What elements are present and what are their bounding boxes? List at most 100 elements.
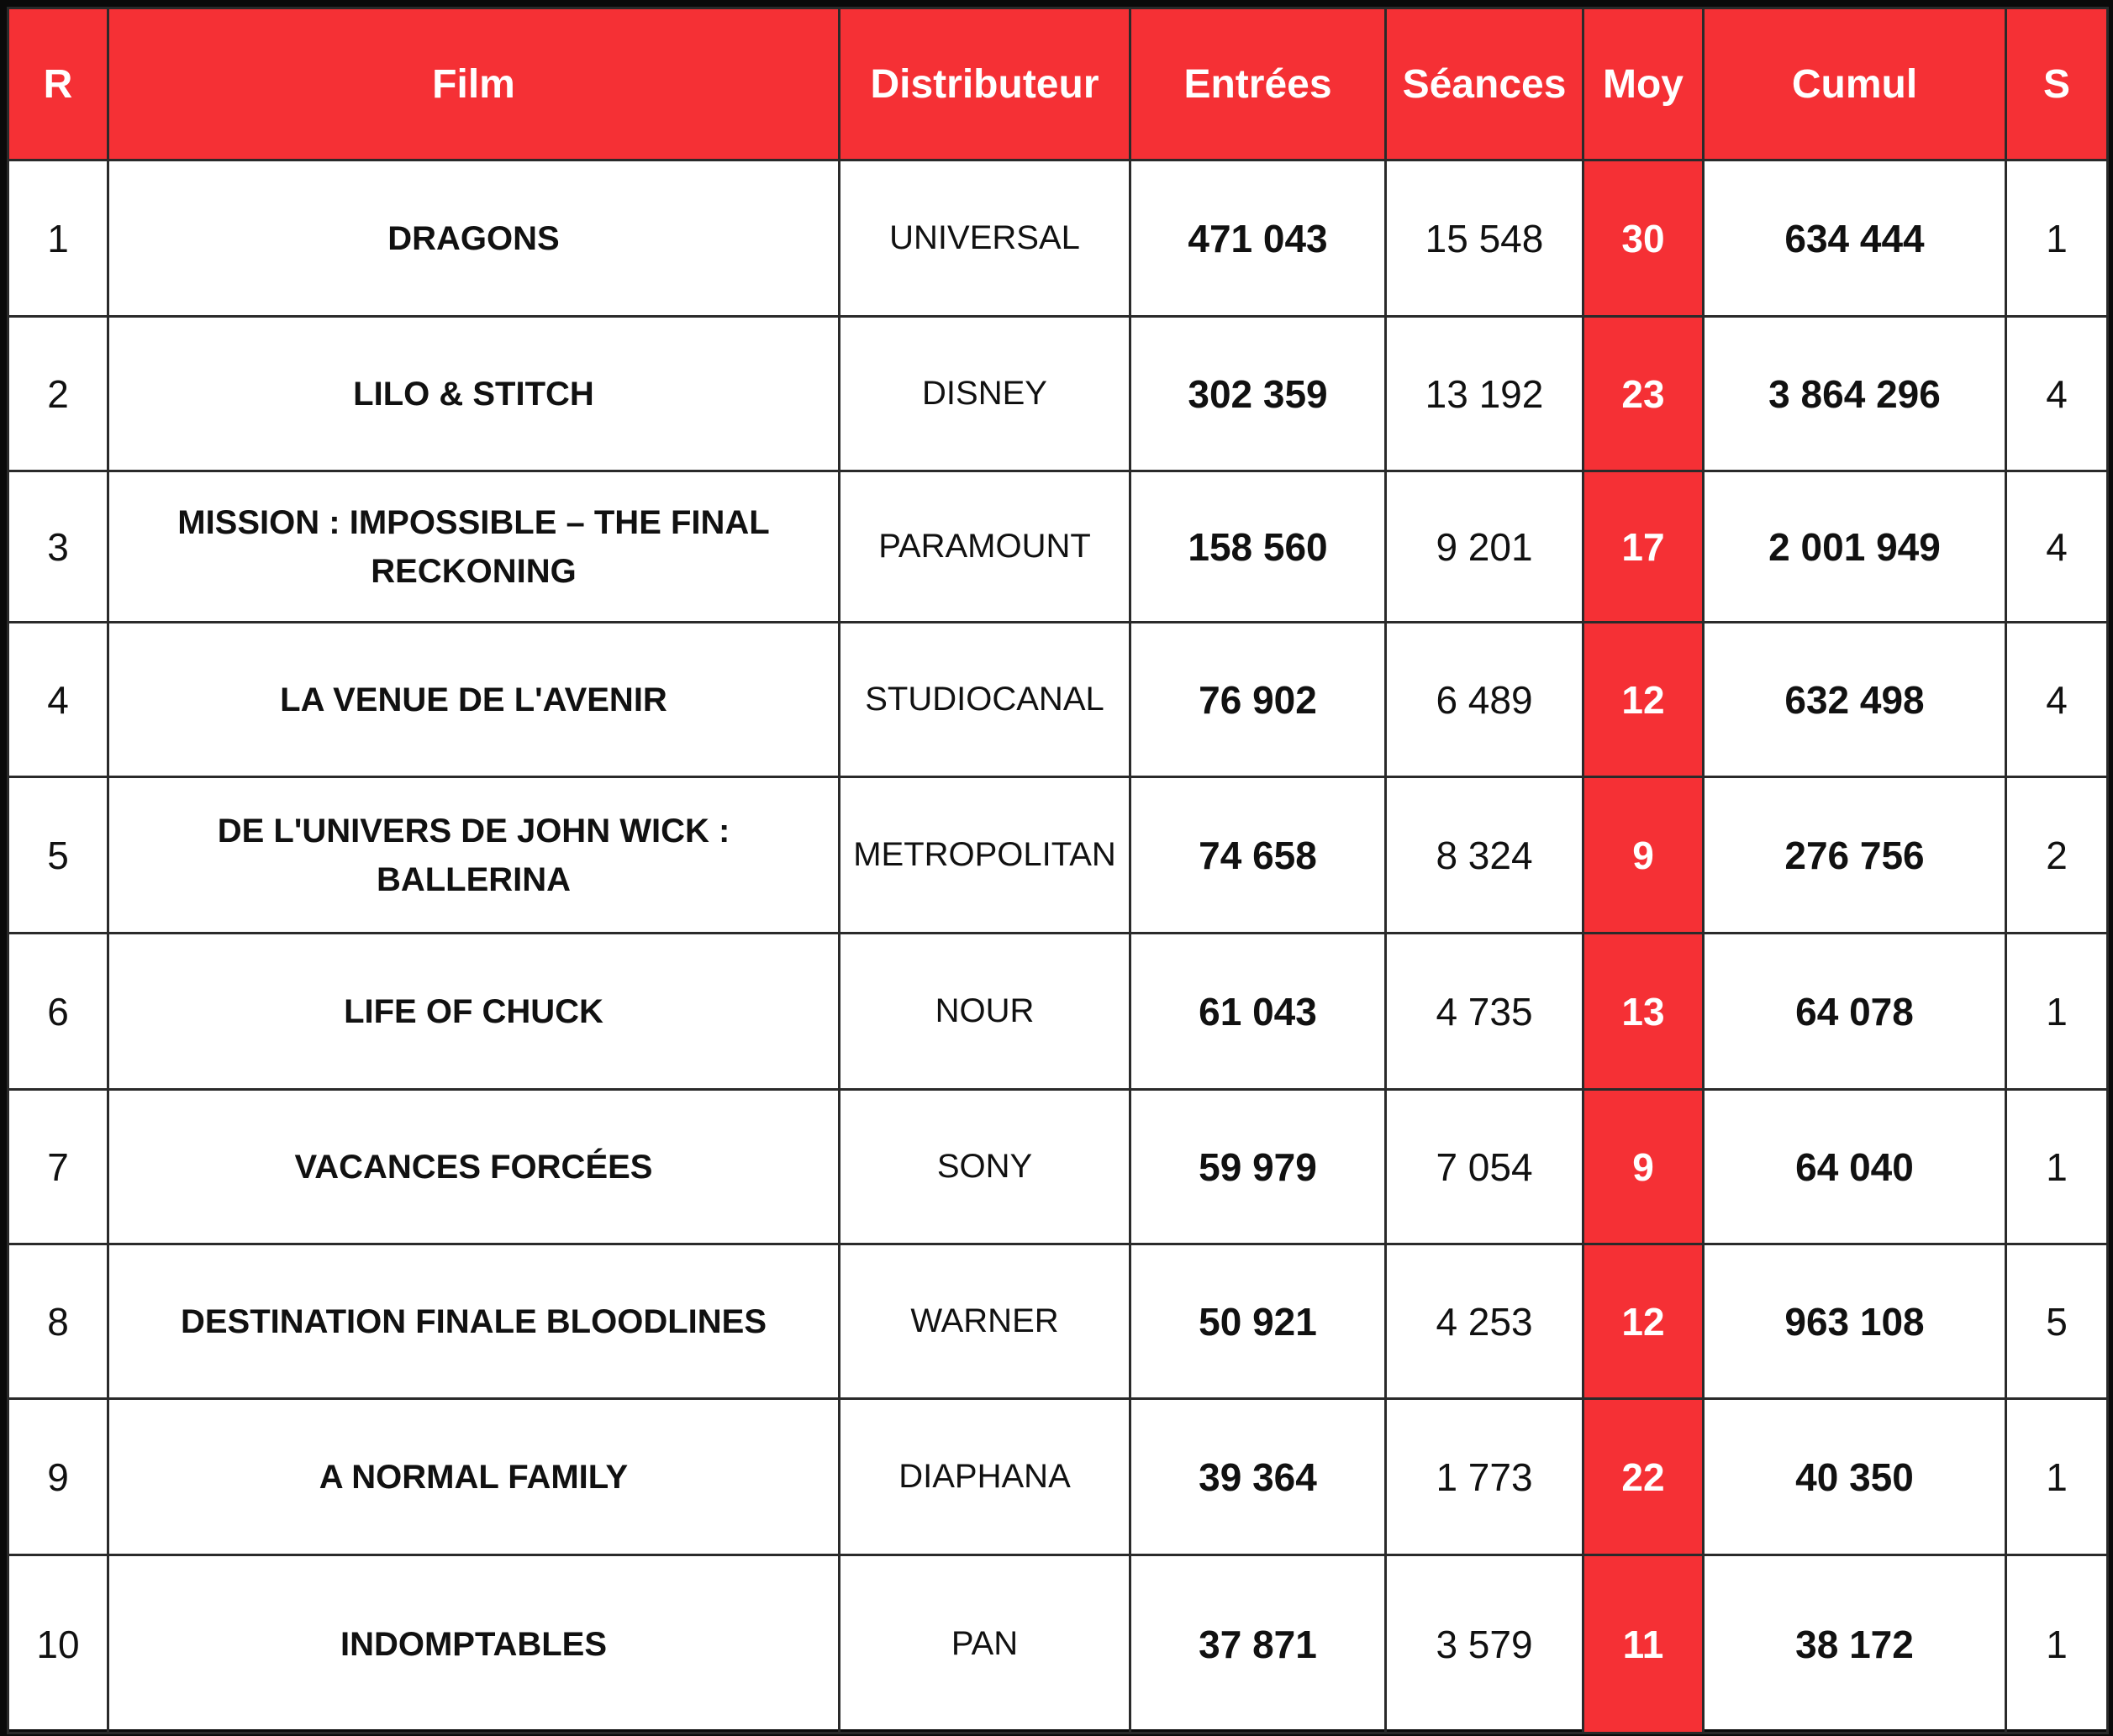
table-cell: 9 201 [1384, 470, 1584, 623]
table-row: 8 DESTINATION FINALE BLOODLINES WARNER 50 9… [7, 1243, 2109, 1400]
table-cell: 1 [2005, 1397, 2109, 1556]
table-cell: 17 [1582, 470, 1705, 623]
header-cell: R [7, 7, 109, 161]
table-row: 6 LIFE OF CHUCK NOUR 61 043 4 735 13 64 078 1 [7, 932, 2109, 1091]
table-cell: 1 773 [1384, 1397, 1584, 1556]
table-cell: 40 350 [1702, 1397, 2007, 1556]
table-cell: 4 253 [1384, 1243, 1584, 1400]
table-cell: 2 [2005, 776, 2109, 934]
table-cell: DESTINATION FINALE BLOODLINES [107, 1243, 840, 1400]
table-cell: 64 040 [1702, 1088, 2007, 1245]
table-row: 2 LILO & STITCH DISNEY 302 359 13 192 23 3 864… [7, 315, 2109, 472]
header-cell: Séances [1384, 7, 1584, 161]
table-cell: LA VENUE DE L'AVENIR [107, 621, 840, 778]
table-cell: 59 979 [1129, 1088, 1387, 1245]
table-cell: 4 735 [1384, 932, 1584, 1091]
table-cell: 61 043 [1129, 932, 1387, 1091]
table-cell: 4 [2005, 621, 2109, 778]
header-cell: Moy [1582, 7, 1705, 161]
table-row: 10 INDOMPTABLES PAN 37 871 3 579 11 38 172 1 [7, 1554, 2109, 1734]
table-container: R Film Distributeur Entrées Séances Moy Cumul S… [7, 7, 2109, 1734]
table-cell: 7 054 [1384, 1088, 1584, 1245]
table-cell: A NORMAL FAMILY [107, 1397, 840, 1556]
table-cell: 76 902 [1129, 621, 1387, 778]
table-cell: 39 364 [1129, 1397, 1387, 1556]
table-row: 3 MISSION : IMPOSSIBLE – THE FINAL RECKON… [7, 470, 2109, 623]
table-cell: PARAMOUNT [838, 470, 1131, 623]
table-cell: 4 [7, 621, 109, 778]
table-row: 1 DRAGONS UNIVERSAL 471 043 15 548 30 634 444 1 [7, 159, 2109, 318]
table-row: 7 VACANCES FORCÉES SONY 59 979 7 054 9 64 040 1 [7, 1088, 2109, 1245]
table-cell: PAN [838, 1554, 1131, 1734]
table-cell: 302 359 [1129, 315, 1387, 472]
header-cell: Entrées [1129, 7, 1387, 161]
table-cell: 6 [7, 932, 109, 1091]
table-cell: 471 043 [1129, 159, 1387, 318]
header-row: R Film Distributeur Entrées Séances Moy Cumul S [7, 7, 2109, 161]
table-body: 1 DRAGONS UNIVERSAL 471 043 15 548 30 634 444 1… [7, 159, 2109, 1734]
table-cell: 13 [1582, 932, 1705, 1091]
table-cell: 74 658 [1129, 776, 1387, 934]
table-cell: 11 [1582, 1554, 1705, 1734]
table-cell: INDOMPTABLES [107, 1554, 840, 1734]
table-cell: 50 921 [1129, 1243, 1387, 1400]
table-cell: 634 444 [1702, 159, 2007, 318]
table-cell: 9 [7, 1397, 109, 1556]
table-cell: 3 579 [1384, 1554, 1584, 1734]
table-cell: LIFE OF CHUCK [107, 932, 840, 1091]
table-cell: 6 489 [1384, 621, 1584, 778]
table-cell: 22 [1582, 1397, 1705, 1556]
table-cell: METROPOLITAN [838, 776, 1131, 934]
table-cell: SONY [838, 1088, 1131, 1245]
table-cell: 1 [2005, 932, 2109, 1091]
table-cell: NOUR [838, 932, 1131, 1091]
header-cell: Distributeur [838, 7, 1131, 161]
table-cell: 276 756 [1702, 776, 2007, 934]
table-cell: 15 548 [1384, 159, 1584, 318]
table-cell: 1 [2005, 159, 2109, 318]
table-cell: UNIVERSAL [838, 159, 1131, 318]
table-cell: DE L'UNIVERS DE JOHN WICK : BALLERINA [107, 776, 840, 934]
table-cell: 12 [1582, 621, 1705, 778]
table-cell: WARNER [838, 1243, 1131, 1400]
table-cell: 13 192 [1384, 315, 1584, 472]
table-cell: 38 172 [1702, 1554, 2007, 1734]
table-cell: 4 [2005, 315, 2109, 472]
table-cell: 9 [1582, 776, 1705, 934]
table-cell: 2 001 949 [1702, 470, 2007, 623]
header-cell: Cumul [1702, 7, 2007, 161]
table-cell: 4 [2005, 470, 2109, 623]
table-cell: 8 [7, 1243, 109, 1400]
header-cell: Film [107, 7, 840, 161]
table-cell: 64 078 [1702, 932, 2007, 1091]
table-cell: 5 [7, 776, 109, 934]
table-cell: 8 324 [1384, 776, 1584, 934]
table-row: 5 DE L'UNIVERS DE JOHN WICK : BALLERINA ME… [7, 776, 2109, 934]
table-cell: 1 [2005, 1088, 2109, 1245]
table-cell: 3 [7, 470, 109, 623]
table-row: 4 LA VENUE DE L'AVENIR STUDIOCANAL 76 902 6 … [7, 621, 2109, 778]
table-cell: 30 [1582, 159, 1705, 318]
header-cell: S [2005, 7, 2109, 161]
table-cell: MISSION : IMPOSSIBLE – THE FINAL RECKONI… [107, 470, 840, 623]
table-cell: 158 560 [1129, 470, 1387, 623]
table-cell: DRAGONS [107, 159, 840, 318]
table-cell: 9 [1582, 1088, 1705, 1245]
table-cell: LILO & STITCH [107, 315, 840, 472]
table-cell: 963 108 [1702, 1243, 2007, 1400]
table-cell: STUDIOCANAL [838, 621, 1131, 778]
table-cell: 1 [7, 159, 109, 318]
table-cell: 632 498 [1702, 621, 2007, 778]
table-cell: 12 [1582, 1243, 1705, 1400]
table-cell: VACANCES FORCÉES [107, 1088, 840, 1245]
box-office-table: R Film Distributeur Entrées Séances Moy Cumul S… [7, 7, 2109, 1734]
table-cell: 23 [1582, 315, 1705, 472]
table-cell: 10 [7, 1554, 109, 1734]
table-cell: 5 [2005, 1243, 2109, 1400]
table-cell: DISNEY [838, 315, 1131, 472]
table-cell: 37 871 [1129, 1554, 1387, 1734]
table-cell: DIAPHANA [838, 1397, 1131, 1556]
table-cell: 1 [2005, 1554, 2109, 1734]
